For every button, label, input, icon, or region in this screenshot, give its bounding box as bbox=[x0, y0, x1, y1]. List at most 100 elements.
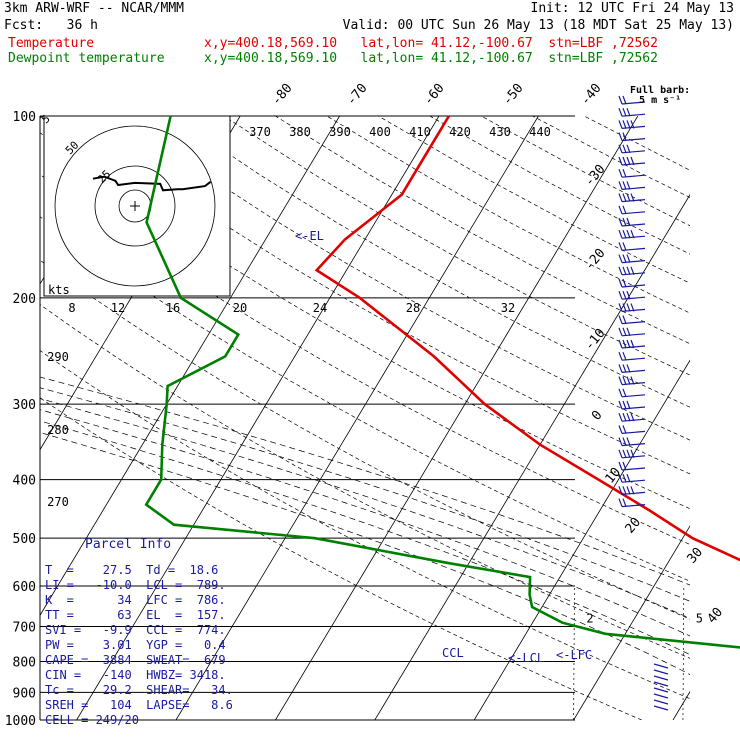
valid-time: Valid: 00 UTC Sun 26 May 13 (18 MDT Sat … bbox=[342, 18, 734, 33]
wind-barb-feather bbox=[626, 107, 631, 117]
wind-barb bbox=[618, 449, 646, 459]
wind-barb-feather bbox=[622, 168, 627, 178]
wind-barb-feather bbox=[626, 144, 631, 154]
wind-barb-feather bbox=[618, 449, 623, 459]
wind-barb-feather bbox=[622, 339, 627, 349]
parcel-row: Tc = 29.2 SHEAR= 34. bbox=[45, 683, 233, 697]
wind-barb-feather bbox=[622, 144, 627, 154]
wind-barb-feather bbox=[626, 290, 631, 300]
wind-barb bbox=[618, 181, 646, 190]
wind-barb-feather bbox=[622, 290, 627, 300]
isotherm-label: -30 bbox=[582, 162, 609, 190]
theta-label: 390 bbox=[329, 125, 351, 139]
wind-barb-feather bbox=[630, 486, 635, 495]
wind-barb bbox=[618, 242, 646, 251]
wind-barb-feather bbox=[618, 412, 623, 422]
wind-barb-feather bbox=[622, 315, 627, 324]
dry-adiabat bbox=[275, 116, 690, 345]
wind-barb bbox=[618, 364, 646, 373]
barb-legend-line2: 5 m s⁻¹ bbox=[639, 95, 682, 106]
wind-barb-feather bbox=[630, 193, 635, 202]
wind-barb-feather bbox=[622, 388, 627, 398]
isotherm-label: 0 bbox=[589, 408, 606, 424]
wind-barb-feather bbox=[622, 278, 627, 288]
parcel-row: LI = -10.0 LCL = 789. bbox=[45, 578, 226, 592]
wind-barb-feather bbox=[618, 254, 623, 263]
dry-adiabat bbox=[120, 116, 690, 441]
barb-legend-line1: Full barb: bbox=[630, 85, 691, 96]
wind-barb bbox=[618, 266, 646, 276]
wind-barb-feather bbox=[618, 242, 623, 251]
wind-barb-feather bbox=[622, 229, 627, 239]
wind-barb-feather bbox=[626, 486, 631, 495]
wind-barb-feather bbox=[622, 266, 627, 276]
wind-barb-low bbox=[653, 687, 669, 693]
isotherm-label: 30 bbox=[685, 545, 707, 567]
wind-barb-feather bbox=[618, 425, 623, 434]
wind-barb-feather bbox=[618, 437, 623, 446]
wind-barb-feather bbox=[618, 315, 623, 324]
wind-barb bbox=[618, 498, 646, 508]
wind-barb-low bbox=[653, 699, 669, 705]
wind-barb-feather bbox=[622, 181, 627, 190]
dry-adiabat bbox=[40, 259, 690, 620]
wind-barb-feather bbox=[622, 217, 627, 227]
wind-barb bbox=[618, 339, 646, 349]
isotherm-label: -10 bbox=[582, 326, 609, 354]
wind-barb-feather bbox=[622, 364, 627, 373]
moist-adiabat bbox=[40, 387, 690, 602]
wind-barb-feather bbox=[622, 461, 627, 471]
wind-barb-feather bbox=[622, 412, 627, 422]
theta-label: 440 bbox=[529, 125, 551, 139]
el-annotation: <-EL bbox=[295, 229, 324, 243]
wind-barb-feather bbox=[618, 351, 623, 361]
wind-barb-feather bbox=[618, 388, 623, 398]
wind-barb-feather bbox=[630, 266, 635, 276]
wind-barb-feather bbox=[622, 303, 627, 312]
wind-barb bbox=[618, 351, 646, 361]
left-theta-label: 280 bbox=[47, 423, 69, 437]
wind-barb-feather bbox=[626, 400, 631, 410]
wind-barb bbox=[618, 412, 646, 422]
wind-barb-feather bbox=[630, 229, 635, 239]
hodograph-speed-tick: 32 bbox=[501, 301, 515, 315]
pressure-tick-label: 200 bbox=[13, 292, 36, 307]
wind-barb-feather bbox=[618, 327, 623, 337]
isotherm-line bbox=[573, 525, 690, 720]
wind-barb-feather bbox=[626, 473, 631, 483]
wind-barb bbox=[618, 486, 646, 495]
isotherm-label: 20 bbox=[623, 515, 645, 537]
wind-barb-feather bbox=[626, 412, 631, 422]
wind-barb-feather bbox=[622, 473, 627, 483]
wind-barb-feather bbox=[622, 120, 627, 129]
theta-label: 400 bbox=[369, 125, 391, 139]
temperature-profile bbox=[314, 115, 740, 562]
theta-label: 420 bbox=[449, 125, 471, 139]
wind-barb-feather bbox=[618, 229, 623, 239]
wind-barb bbox=[618, 107, 646, 117]
wind-barb-feather bbox=[618, 486, 623, 495]
parcel-row: T = 27.5 Td = 18.6 bbox=[45, 563, 219, 577]
wind-barb-feather bbox=[618, 205, 623, 215]
mixing-ratio-label: 5 bbox=[696, 611, 703, 625]
wind-barb bbox=[618, 303, 646, 312]
hodograph-speed-tick: 8 bbox=[68, 301, 75, 315]
isotherm-label: -40 bbox=[578, 81, 605, 109]
theta-label: 410 bbox=[409, 125, 431, 139]
wind-barb-feather bbox=[630, 339, 635, 349]
pressure-tick-label: 500 bbox=[13, 532, 36, 547]
wind-barb bbox=[618, 132, 646, 142]
hodograph-speed-tick: 24 bbox=[313, 301, 327, 315]
isotherm-line bbox=[40, 116, 340, 617]
wind-barb bbox=[618, 144, 646, 154]
dry-adiabat bbox=[481, 116, 690, 227]
dewpoint-profile bbox=[144, 115, 740, 649]
isotherm-label: -20 bbox=[582, 246, 609, 274]
wind-barb-low bbox=[653, 675, 669, 681]
wind-barb-low bbox=[653, 705, 669, 711]
wind-barb-feather bbox=[622, 132, 627, 141]
wind-barb-low bbox=[653, 669, 669, 675]
wind-barb bbox=[618, 95, 646, 105]
wind-barb-feather bbox=[626, 327, 631, 337]
wind-barb bbox=[618, 400, 646, 410]
